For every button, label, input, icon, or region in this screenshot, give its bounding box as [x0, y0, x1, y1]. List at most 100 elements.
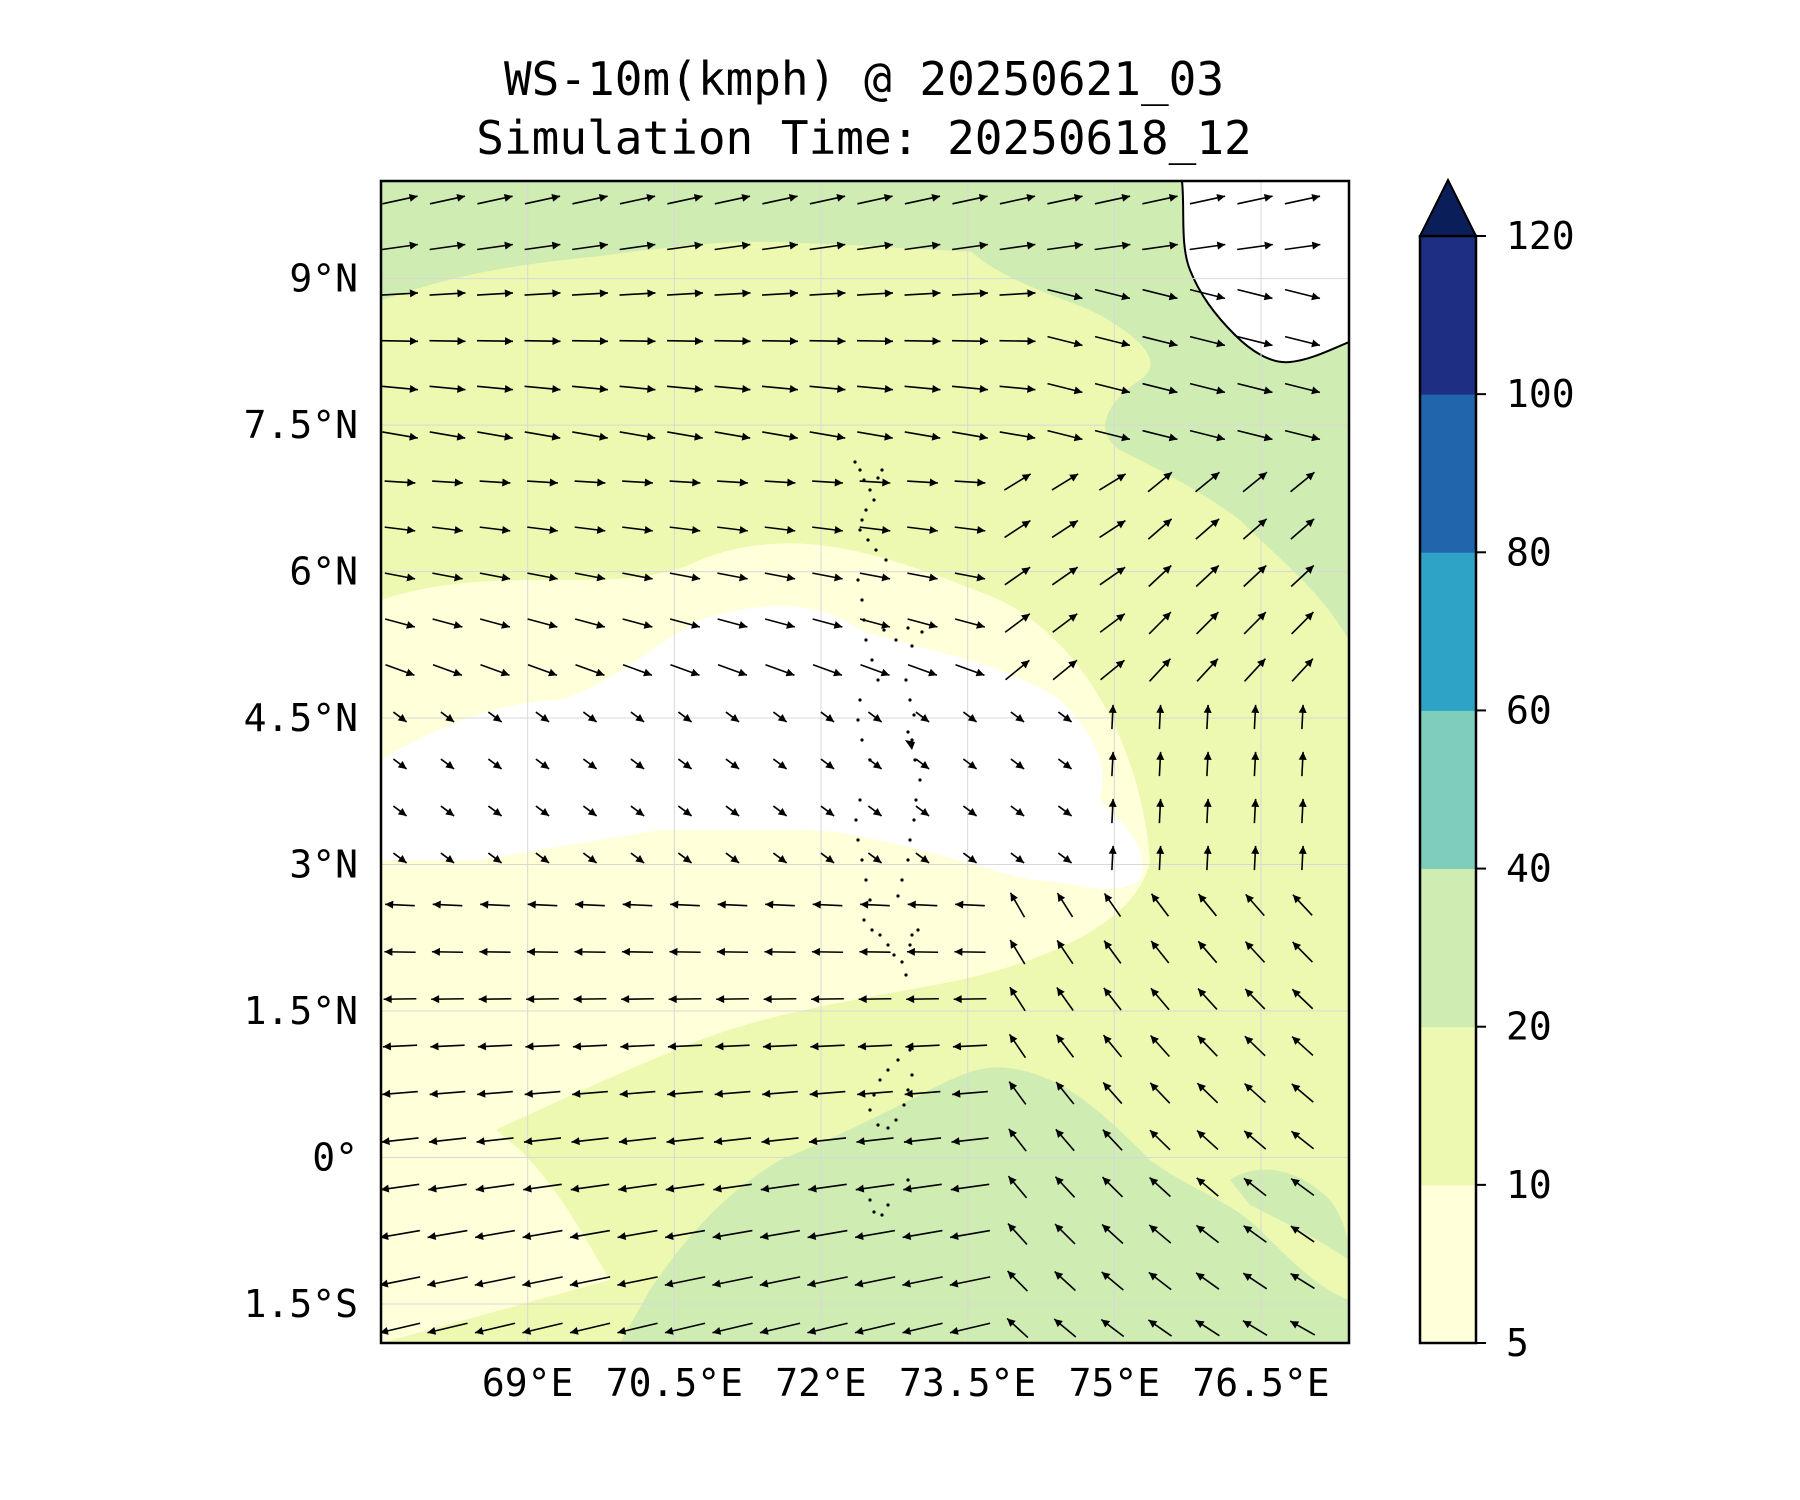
atoll-dot	[916, 928, 920, 932]
wind-arrow-head	[1027, 289, 1036, 298]
wind-arrow-head	[666, 1137, 675, 1146]
wind-arrow-head	[428, 1137, 438, 1146]
wind-arrow-head	[837, 289, 846, 298]
wind-arrow-head	[409, 337, 418, 346]
wind-arrow-head	[597, 478, 606, 487]
colorbar-label: 100	[1506, 372, 1575, 416]
wind-arrow-head	[713, 1137, 723, 1146]
atoll-dot	[906, 858, 910, 862]
wind-arrow-head	[457, 289, 466, 298]
wind-arrow-head	[1108, 845, 1117, 855]
wind-arrow-head	[920, 713, 930, 722]
wind-arrow-head	[381, 1184, 390, 1193]
wind-arrow-head	[920, 760, 930, 769]
wind-arrow-head	[834, 525, 843, 534]
wind-arrow-head	[929, 478, 938, 487]
wind-arrow-head	[574, 947, 583, 956]
wind-arrow-head	[573, 995, 582, 1004]
wind-arrow-head	[808, 1137, 818, 1146]
wind-arrow-head	[1196, 1272, 1205, 1281]
wind-arrow-head	[501, 621, 510, 629]
wind-arrow-head	[789, 241, 798, 250]
wind-arrow-head	[599, 384, 608, 393]
wind-arrow-head	[1068, 567, 1078, 576]
wind-arrow-head	[762, 1089, 771, 1098]
colorbar-label: 20	[1506, 1005, 1552, 1049]
wind-arrow-head	[431, 947, 440, 956]
wind-arrow-head	[742, 337, 751, 346]
atoll-dot	[896, 894, 900, 898]
wind-arrow-head	[811, 995, 820, 1004]
wind-arrow-head	[739, 525, 748, 534]
wind-arrow-head	[872, 807, 882, 816]
wind-arrow-head	[1073, 193, 1083, 202]
atoll-dot	[856, 718, 860, 722]
wind-arrow-head	[397, 854, 407, 863]
atoll-dot	[868, 488, 872, 492]
wind-arrow-head	[397, 807, 407, 816]
wind-arrow-head	[552, 337, 561, 346]
atoll-dot	[864, 878, 868, 882]
atoll-dot	[892, 953, 896, 957]
wind-arrow-head	[596, 525, 606, 534]
wind-arrow-head	[621, 947, 630, 956]
colorbar: 5 10 20 40 60 80 100 120	[1418, 177, 1575, 1365]
wind-arrow-head	[595, 668, 605, 677]
wind-arrow-head	[454, 573, 463, 582]
wind-arrow-head	[644, 478, 653, 487]
wind-arrow-head	[694, 289, 703, 298]
wind-arrow-head	[432, 900, 441, 909]
atoll-dot	[876, 1123, 880, 1127]
atoll-dot	[872, 498, 876, 502]
map-title: WS-10m(kmph) @ 20250621_03	[504, 52, 1224, 106]
wind-arrow-head	[1150, 988, 1160, 997]
wind-arrow-head	[953, 995, 962, 1004]
wind-arrow-head	[1073, 292, 1083, 301]
atoll-dot	[886, 1068, 890, 1072]
wind-arrow-head	[691, 621, 700, 629]
atoll-dot	[868, 1198, 872, 1202]
atoll-dot	[882, 628, 886, 632]
wind-arrow-head	[682, 713, 692, 722]
wind-arrow-head	[836, 432, 846, 441]
atoll-dot	[920, 630, 924, 634]
wind-arrow-head	[665, 1232, 674, 1241]
wind-arrow-head	[1056, 1082, 1065, 1091]
wind-arrow-head	[430, 1042, 439, 1051]
wind-arrow-head	[716, 947, 725, 956]
wind-arrow-head	[1055, 1176, 1064, 1186]
wind-arrow-head	[1197, 1083, 1206, 1092]
wind-arrow-head	[1151, 940, 1160, 950]
wind-arrow-head	[976, 621, 985, 629]
wind-arrow-head	[1311, 241, 1321, 250]
wind-arrow-head	[694, 337, 703, 346]
wind-arrow-head	[524, 1089, 533, 1098]
wind-arrow-head	[903, 1184, 912, 1193]
wind-arrow-head	[552, 289, 561, 298]
wind-arrow-head	[540, 713, 550, 722]
wind-arrow-head	[979, 384, 988, 393]
wind-arrow-head	[789, 337, 798, 346]
wind-arrow-head	[760, 1232, 769, 1241]
atoll-dot	[886, 1126, 890, 1130]
colorbar-segment	[1420, 394, 1476, 553]
wind-arrow-head	[456, 241, 466, 250]
wind-arrow-head	[949, 1326, 959, 1335]
wind-arrow-head	[906, 995, 915, 1004]
wind-arrow-head	[952, 1089, 961, 1098]
wind-arrow-head	[1009, 987, 1018, 997]
wind-arrow-head	[789, 384, 798, 393]
wind-arrow-head	[617, 1326, 627, 1335]
wind-arrow-head	[523, 1184, 532, 1193]
wind-arrow-head	[1056, 987, 1065, 997]
wind-arrow-head	[1021, 520, 1031, 529]
atoll-dot	[860, 738, 864, 742]
wind-arrow-head	[1197, 1035, 1207, 1045]
wind-arrow-head	[855, 1184, 865, 1193]
y-tick-label: 0°	[312, 1135, 358, 1179]
atoll-dot	[874, 548, 878, 552]
wind-arrow-head	[1263, 339, 1273, 348]
wind-arrow-head	[1210, 472, 1220, 481]
wind-arrow-head	[1148, 1319, 1158, 1328]
wind-arrow-head	[738, 668, 747, 677]
